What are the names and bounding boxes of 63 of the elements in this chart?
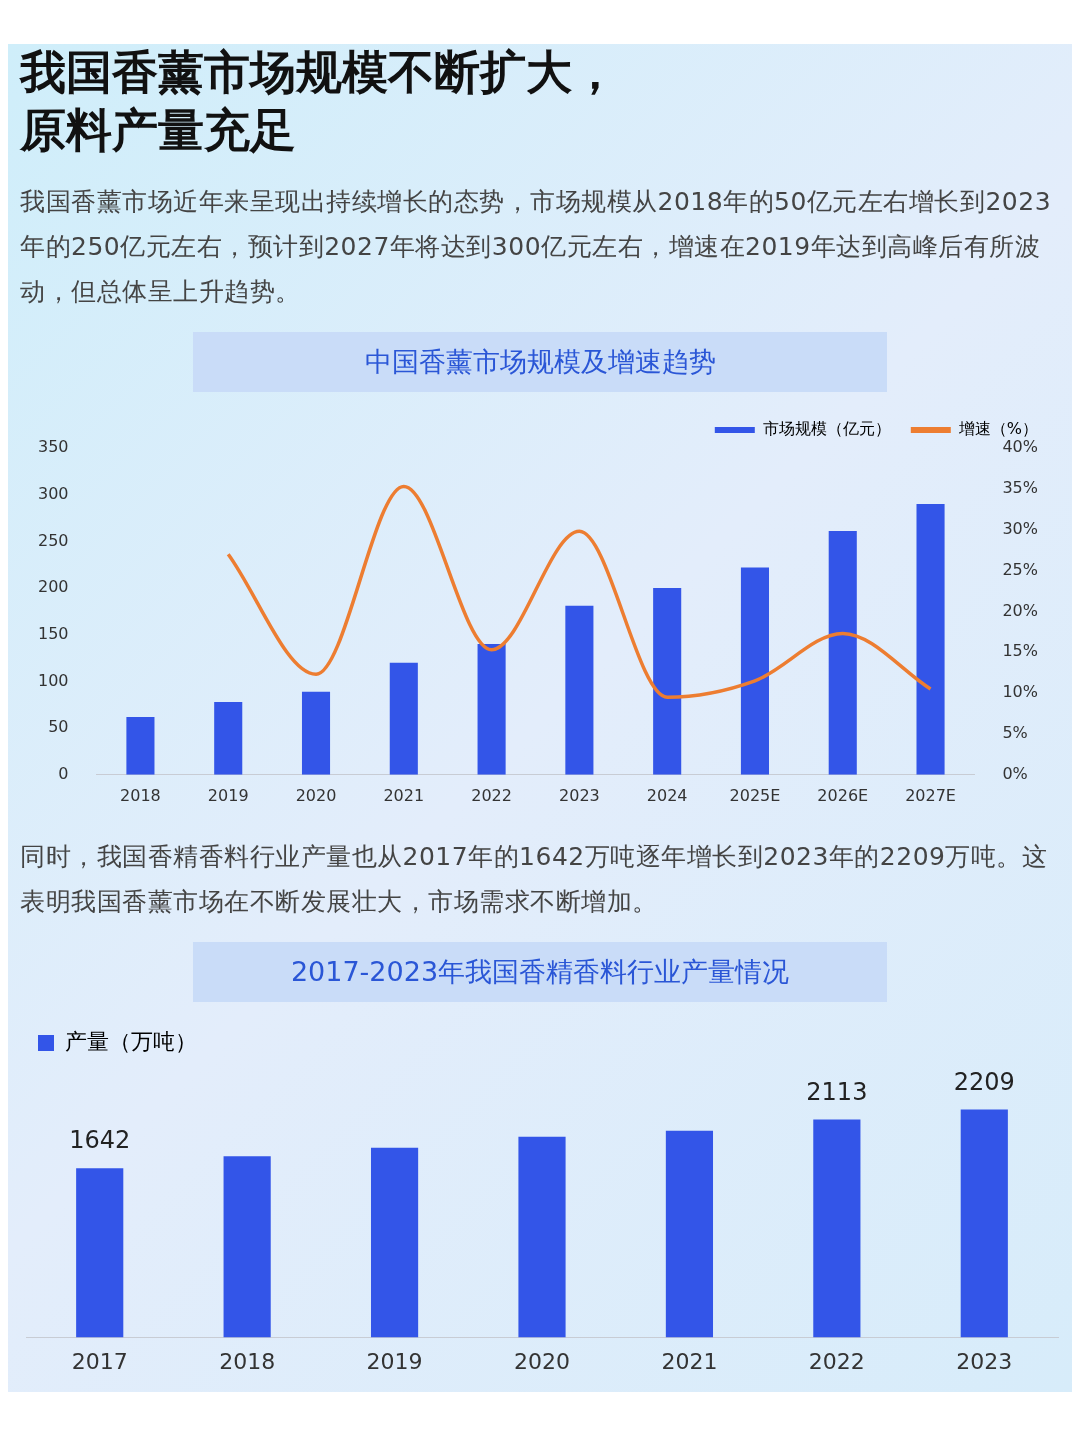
bar: [126, 716, 155, 775]
y-tick-label: 50: [48, 717, 69, 737]
y-tick-label: 300: [37, 483, 69, 503]
y2-tick-label: 5%: [1002, 723, 1028, 743]
y2-tick-label: 10%: [1002, 682, 1038, 702]
bar: [518, 1136, 566, 1338]
bar: [477, 644, 506, 775]
line-series: [226, 484, 933, 699]
text: 2209: [953, 1067, 1015, 1096]
bar: [223, 1156, 271, 1338]
bar: [76, 1168, 124, 1338]
x-tick-label: 2018: [219, 1348, 276, 1374]
bar: [214, 701, 243, 775]
bar: [301, 691, 331, 775]
y2-tick-label: 25%: [1002, 559, 1038, 579]
x-tick-label: 2017: [71, 1348, 128, 1374]
y2-tick-label: 30%: [1002, 518, 1038, 538]
x-tick-label: 2020: [295, 785, 337, 805]
x-tick-label: 2022: [471, 785, 512, 805]
x-tick-label: 2022: [808, 1348, 865, 1374]
text: 我国香薰市场近年来呈现出持续增长的态势，市场规模从2018年的50亿元左右增长到2023年的250亿元左右，预计到2027年将达到300亿元左右，增速在2019年达到高峰后有所波动，但总体呈上升趋势。: [20, 186, 1053, 308]
x-tick-label: 2020: [514, 1348, 570, 1374]
y2-tick-label: 40%: [1002, 437, 1038, 457]
y-tick-label: 200: [37, 577, 69, 597]
y2-tick-label: 15%: [1002, 641, 1038, 661]
bar: [565, 605, 594, 775]
x-tick-label: 2018: [120, 785, 161, 805]
bar: [813, 1119, 861, 1338]
x-tick-label: 2019: [366, 1348, 423, 1374]
bar: [960, 1109, 1008, 1338]
y-tick-label: 250: [37, 530, 69, 550]
chart-title: 中国香薰市场规模及增速趋势: [193, 332, 887, 392]
legend-label: 市场规模（亿元）: [762, 419, 891, 439]
y-tick-label: 0: [58, 763, 69, 783]
text: 同时，我国香精香料行业产量也从2017年的1642万吨逐年增长到2023年的2209万吨。这表明我国香薰市场在不断发展壮大，市场需求不断增加。: [20, 841, 1049, 918]
y-tick-label: 350: [37, 437, 69, 457]
text: 我国香薰市场规模不断扩大，原料产量充足: [20, 44, 619, 159]
x-tick-label: 2021: [383, 785, 425, 805]
bar: [389, 662, 418, 775]
bar: [740, 567, 770, 775]
x-tick-label: 2023: [559, 785, 600, 805]
x-tick-label: 2026E: [817, 785, 869, 805]
x-tick-label: 2025E: [729, 785, 781, 805]
y-tick-label: 100: [37, 670, 69, 690]
y-tick-label: 150: [37, 623, 69, 643]
x-tick-label: 2023: [956, 1348, 1013, 1374]
y2-tick-label: 35%: [1002, 478, 1038, 498]
x-tick-label: 2024: [646, 785, 688, 805]
x-tick-label: 2027E: [905, 785, 956, 805]
text: 2113: [806, 1077, 868, 1106]
bar: [916, 504, 945, 775]
x-tick-label: 2021: [661, 1348, 718, 1374]
bar: [370, 1147, 419, 1338]
bar: [665, 1130, 714, 1338]
legend-label: 产量（万吨）: [65, 1028, 197, 1054]
text: 1642: [69, 1126, 131, 1155]
y2-tick-label: 20%: [1002, 600, 1038, 620]
chart-title: 2017-2023年我国香精香料行业产量情况: [193, 942, 887, 1002]
bar: [653, 588, 682, 775]
y2-tick-label: 0%: [1002, 763, 1028, 783]
x-tick-label: 2019: [207, 785, 249, 805]
bar: [828, 531, 857, 775]
legend-label: 增速（%）: [957, 419, 1038, 439]
